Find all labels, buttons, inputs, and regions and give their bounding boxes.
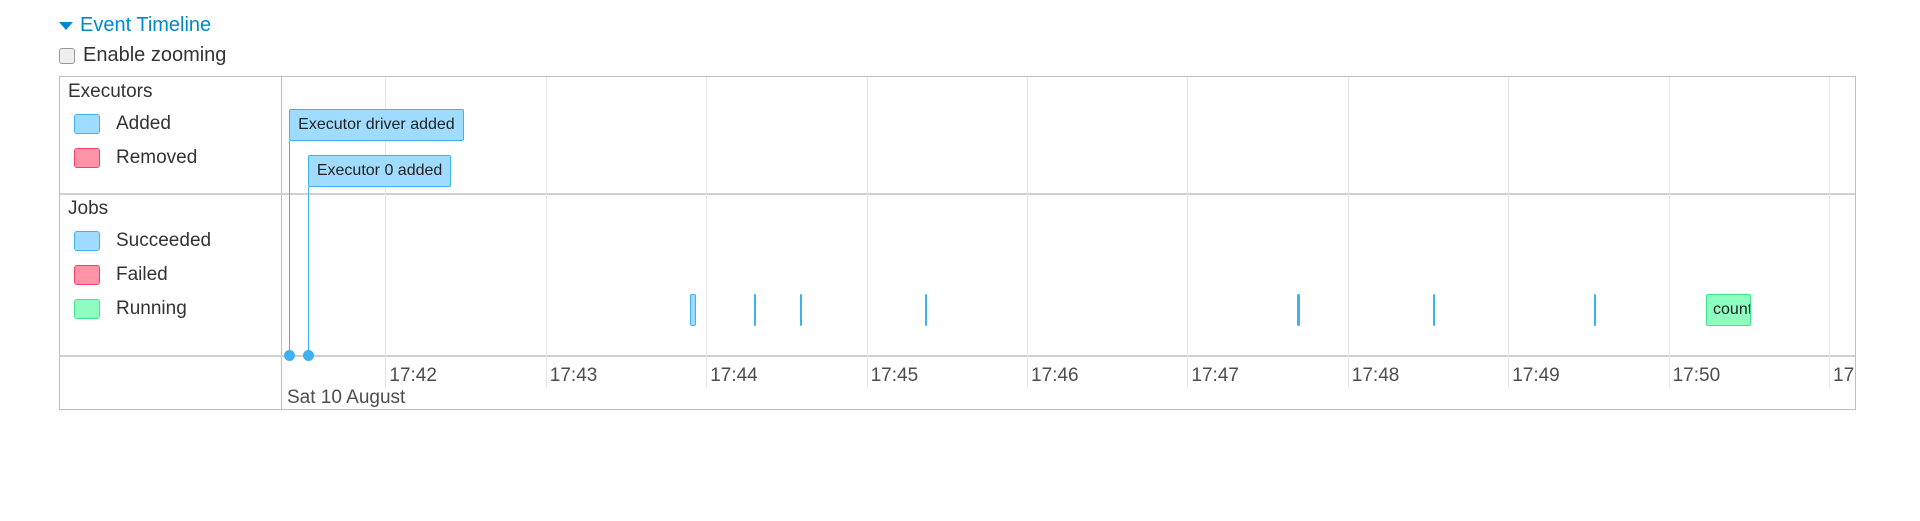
job-bar[interactable] (690, 294, 696, 326)
enable-zooming-checkbox[interactable] (59, 47, 75, 64)
job-bar[interactable] (754, 294, 757, 326)
event-connector-line (289, 141, 291, 355)
succeeded-swatch (74, 231, 100, 251)
event-dot (284, 350, 296, 361)
axis-tick-label: 17:43 (549, 365, 598, 386)
legend-item-running: Running (74, 292, 211, 326)
added-swatch (74, 114, 100, 134)
failed-swatch (74, 265, 100, 285)
legend-label: Failed (116, 264, 168, 285)
axis-tick-label: 17:42 (389, 365, 437, 386)
legend-jobs: Jobs Succeeded Failed Running (68, 198, 211, 326)
gridline (866, 77, 868, 388)
legend-item-added: Added (74, 107, 197, 141)
gridline (385, 77, 387, 388)
gridline (1829, 77, 1830, 388)
job-bar[interactable]: count (1706, 294, 1752, 326)
timeline-canvas[interactable]: Sat 10 August 17:42 17:43 17:44 17:45 17:46 1… (282, 77, 1855, 409)
legend-item-removed: Removed (74, 141, 197, 175)
enable-zooming-toggle[interactable]: Enable zooming (59, 44, 226, 67)
axis-date-label: Sat 10 August (287, 387, 406, 408)
legend-label: Removed (116, 147, 198, 168)
legend-executors: Executors Added Removed (68, 81, 197, 175)
axis-tick-label: 17:46 (1031, 365, 1079, 386)
event-connector-line (307, 187, 309, 355)
gridline (1027, 77, 1028, 388)
legend-jobs-title: Jobs (68, 198, 109, 219)
job-bar[interactable] (1297, 294, 1300, 326)
gridline (1187, 77, 1189, 388)
job-bar[interactable] (1433, 294, 1436, 326)
axis-tick-label: 17:50 (1672, 365, 1721, 386)
removed-swatch (74, 148, 100, 168)
timeline-panel: Executors Added Removed Jobs Succeeded F… (59, 76, 1856, 410)
group-divider (60, 193, 1855, 195)
running-swatch (74, 299, 100, 319)
executor-event[interactable]: Executor driver added (289, 109, 464, 141)
axis-tick-label: 17:47 (1191, 365, 1239, 386)
legend-label: Added (116, 113, 171, 134)
gridline (1668, 77, 1670, 388)
enable-zooming-label: Enable zooming (83, 44, 227, 66)
axis-tick-label: 17:45 (870, 365, 919, 386)
gridline (1508, 77, 1510, 388)
event-timeline-title: Event Timeline (80, 14, 212, 36)
legend-executors-title: Executors (68, 81, 153, 102)
legend-label: Succeeded (116, 230, 212, 251)
triangle-down-icon (59, 21, 73, 30)
axis-tick-label: 17:44 (710, 365, 758, 386)
legend-item-succeeded: Succeeded (74, 224, 211, 258)
gridline (706, 77, 708, 388)
event-dot (302, 350, 314, 361)
axis-line (60, 355, 1855, 357)
job-bar[interactable] (925, 294, 928, 326)
executor-event[interactable]: Executor 0 added (307, 155, 452, 187)
legend-item-failed: Failed (74, 258, 211, 292)
job-bar[interactable] (1593, 294, 1596, 326)
job-bar[interactable] (799, 294, 802, 326)
axis-tick-label: 17:48 (1351, 365, 1400, 386)
gridline (1347, 77, 1349, 388)
event-timeline-toggle[interactable]: Event Timeline (59, 14, 211, 37)
gridline (545, 77, 547, 388)
legend: Executors Added Removed Jobs Succeeded F… (60, 77, 282, 409)
axis-tick-label: 17:49 (1512, 365, 1560, 386)
axis-tick-label: 17:51 (1833, 365, 1855, 386)
legend-label: Running (116, 298, 187, 319)
